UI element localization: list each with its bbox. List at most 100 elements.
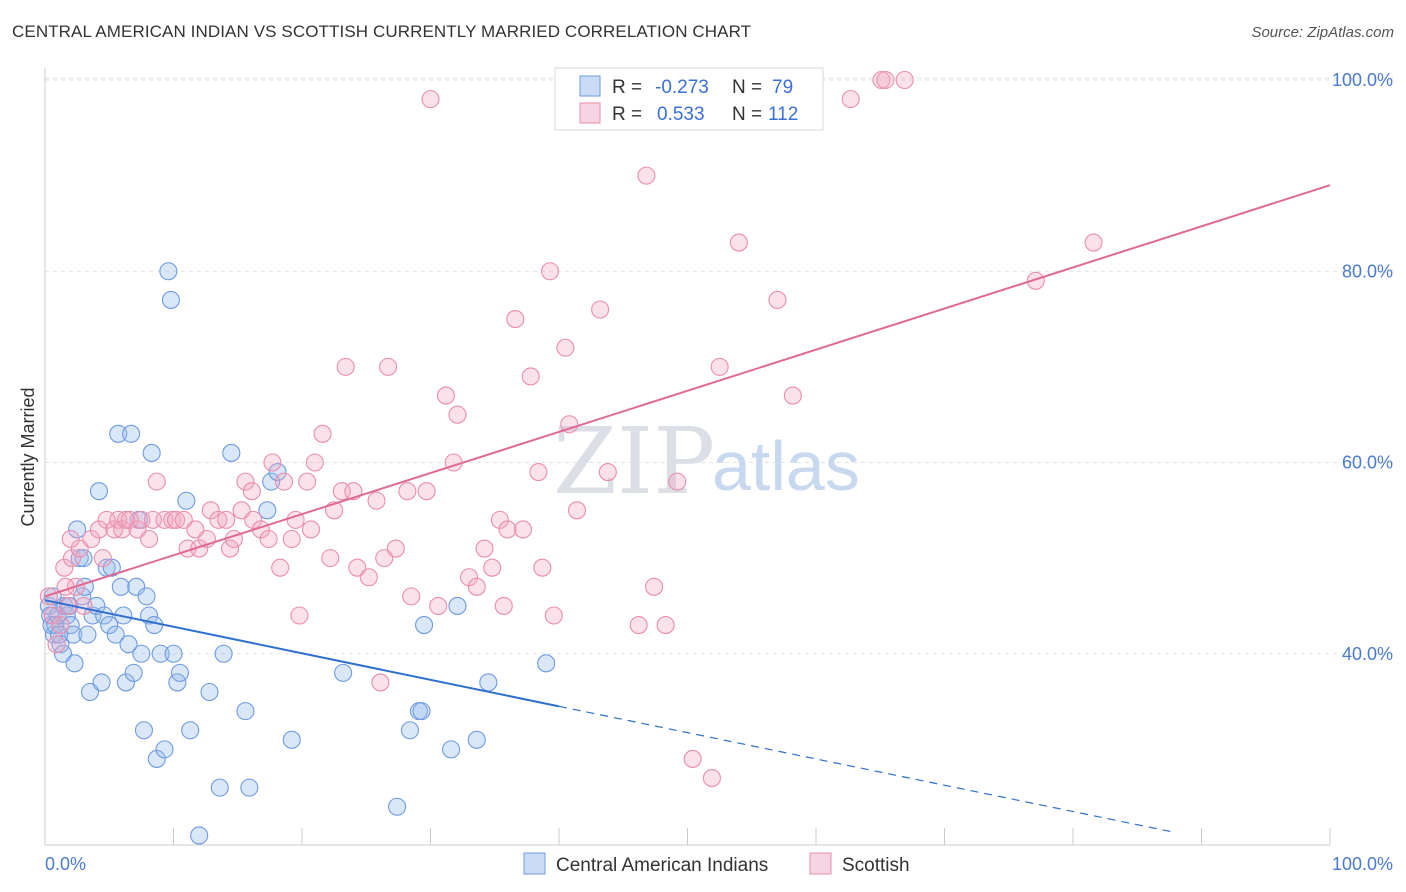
data-point — [244, 510, 263, 529]
data-point — [147, 472, 166, 491]
data-point — [768, 290, 787, 309]
data-point — [102, 558, 121, 577]
data-point — [872, 70, 891, 90]
data-point — [274, 472, 294, 491]
data-point — [263, 453, 282, 472]
data-point — [109, 424, 128, 443]
data-point — [43, 606, 62, 625]
chart-title: CENTRAL AMERICAN INDIAN VS SCOTTISH CURR… — [12, 22, 752, 41]
data-point — [119, 635, 138, 654]
data-point — [448, 405, 467, 424]
data-point — [402, 587, 421, 606]
watermark: ZIP atlas — [553, 408, 860, 515]
data-point — [683, 749, 702, 768]
data-point — [271, 558, 290, 577]
data-point — [367, 491, 386, 510]
data-point — [258, 501, 277, 520]
data-point — [161, 290, 180, 309]
data-point — [467, 577, 486, 596]
data-point — [181, 721, 200, 740]
data-point — [214, 644, 233, 663]
series-scottish — [39, 70, 1103, 788]
data-point — [140, 529, 159, 549]
data-point — [398, 482, 417, 501]
data-point — [415, 616, 434, 635]
data-point — [259, 529, 278, 549]
data-point — [336, 357, 355, 376]
data-point — [92, 673, 111, 692]
data-point — [106, 625, 125, 644]
y-tick-labels: 40.0% 60.0% 80.0% 100.0% — [1332, 70, 1393, 664]
data-point — [876, 70, 895, 90]
data-point — [556, 338, 575, 357]
data-point — [334, 663, 353, 682]
data-point — [386, 539, 405, 558]
data-point — [400, 721, 419, 740]
data-point — [475, 539, 494, 558]
data-point — [429, 596, 448, 615]
data-point — [200, 682, 219, 702]
x-tick-label: 100.0% — [1332, 854, 1393, 874]
data-point — [209, 510, 228, 529]
data-point — [55, 558, 74, 577]
data-point — [533, 558, 552, 577]
data-point — [1026, 271, 1045, 290]
data-point — [51, 616, 70, 635]
data-point — [301, 520, 321, 539]
data-point — [591, 300, 610, 319]
data-point — [201, 501, 220, 520]
data-point — [529, 463, 548, 482]
data-point — [442, 740, 461, 759]
legend-swatch-scottish — [809, 852, 832, 875]
legend-r-value-pink: 0.533 — [657, 104, 705, 125]
data-point — [436, 386, 455, 405]
data-point — [159, 262, 178, 281]
trend-line-extension-central-american-indians — [558, 705, 1176, 834]
series-central-american-indians — [39, 262, 556, 845]
data-point — [710, 357, 729, 376]
trend-line-scottish — [44, 184, 1331, 598]
data-point — [498, 520, 517, 539]
data-point — [132, 644, 151, 663]
chart-source: Source: ZipAtlas.com — [1251, 24, 1394, 41]
data-point — [702, 769, 721, 788]
data-point — [421, 90, 440, 109]
data-point — [217, 510, 236, 529]
data-point — [65, 654, 84, 673]
legend-r-value-blue: -0.273 — [655, 77, 709, 98]
data-point — [268, 463, 287, 482]
data-point — [210, 778, 229, 797]
data-point — [359, 568, 378, 587]
data-point — [70, 549, 89, 568]
data-point — [637, 166, 656, 185]
legend-label-scottish: Scottish — [842, 855, 910, 876]
data-point — [111, 577, 130, 596]
data-point — [598, 463, 617, 482]
data-point — [122, 424, 141, 443]
data-point — [544, 606, 563, 625]
data-point — [62, 549, 82, 568]
data-point — [506, 310, 525, 329]
legend-n-value-blue: 79 — [772, 77, 793, 98]
data-point — [124, 663, 143, 682]
data-point — [290, 606, 309, 625]
data-point — [371, 673, 390, 692]
data-point — [282, 730, 301, 749]
trend-line-central-american-indians — [44, 599, 560, 708]
watermark-atlas: atlas — [712, 427, 860, 505]
data-point — [540, 262, 560, 281]
data-point — [220, 539, 240, 558]
legend-n-label-pink: N = — [732, 104, 762, 125]
data-point — [412, 702, 431, 721]
data-point — [656, 616, 675, 635]
data-point — [242, 482, 261, 501]
data-point — [170, 663, 189, 682]
data-point — [100, 616, 119, 635]
y-tick-label: 80.0% — [1342, 261, 1393, 281]
data-point — [629, 616, 648, 635]
data-point — [282, 529, 301, 549]
data-point — [645, 577, 664, 596]
data-point — [240, 778, 259, 797]
data-point — [190, 539, 209, 558]
